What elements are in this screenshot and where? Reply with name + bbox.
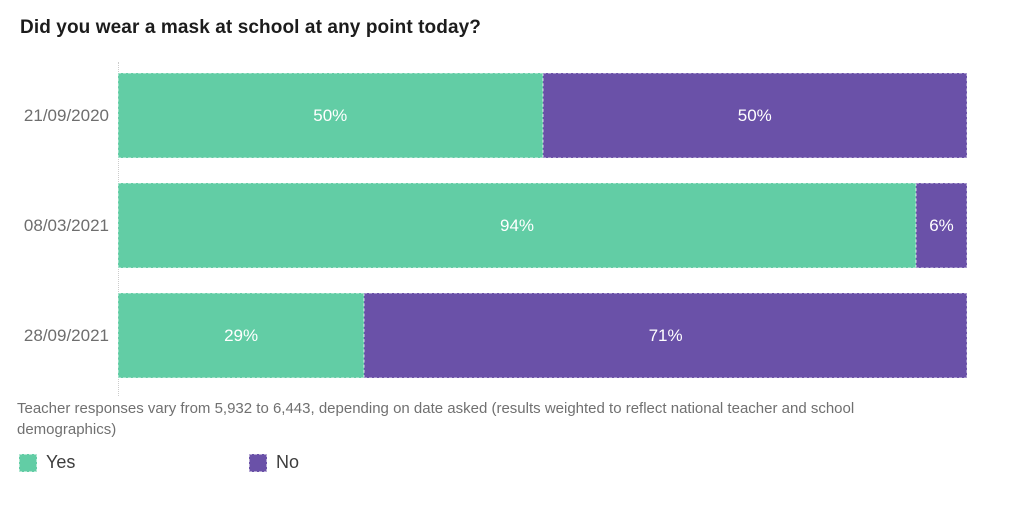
bar-row: 21/09/2020 50% 50% bbox=[0, 73, 967, 158]
chart-footnote: Teacher responses vary from 5,932 to 6,4… bbox=[17, 400, 855, 438]
bar-value-label: 71% bbox=[648, 325, 683, 345]
bar-value-label: 29% bbox=[224, 325, 259, 345]
stacked-bar: 94% 6% bbox=[118, 183, 967, 268]
legend-item-yes: Yes bbox=[19, 452, 249, 473]
bar-segment-no: 71% bbox=[364, 293, 967, 378]
legend-label: No bbox=[276, 452, 300, 472]
bar-value-label: 94% bbox=[500, 215, 535, 235]
category-label: 28/09/2021 bbox=[23, 326, 109, 345]
legend-item-no: No bbox=[249, 452, 479, 473]
bar-segment-yes: 29% bbox=[118, 293, 365, 378]
bar-value-label: 50% bbox=[313, 105, 348, 125]
bar-segment-yes: 50% bbox=[118, 73, 543, 158]
bar-row: 28/09/2021 29% 71% bbox=[0, 293, 967, 378]
bar-segment-yes: 94% bbox=[118, 183, 917, 268]
bar-segment-no: 50% bbox=[542, 73, 967, 158]
stacked-bar: 50% 50% bbox=[118, 73, 967, 158]
bar-rows: 21/09/2020 50% 50% 08/03/2021 94% 6% 28/09/202… bbox=[0, 73, 967, 403]
bar-value-label: 6% bbox=[929, 215, 954, 235]
stacked-bar: 29% 71% bbox=[118, 293, 967, 378]
category-label: 08/03/2021 bbox=[23, 216, 109, 235]
legend-swatch-no bbox=[249, 453, 267, 472]
legend-swatch-yes bbox=[19, 453, 37, 472]
chart-title: Did you wear a mask at school at any poi… bbox=[20, 17, 482, 38]
bar-row: 08/03/2021 94% 6% bbox=[0, 183, 967, 268]
bar-segment-no: 6% bbox=[916, 183, 967, 268]
legend-label: Yes bbox=[46, 452, 76, 472]
bar-value-label: 50% bbox=[737, 105, 772, 125]
category-label: 21/09/2020 bbox=[23, 106, 109, 125]
legend: Yes No bbox=[19, 452, 479, 473]
